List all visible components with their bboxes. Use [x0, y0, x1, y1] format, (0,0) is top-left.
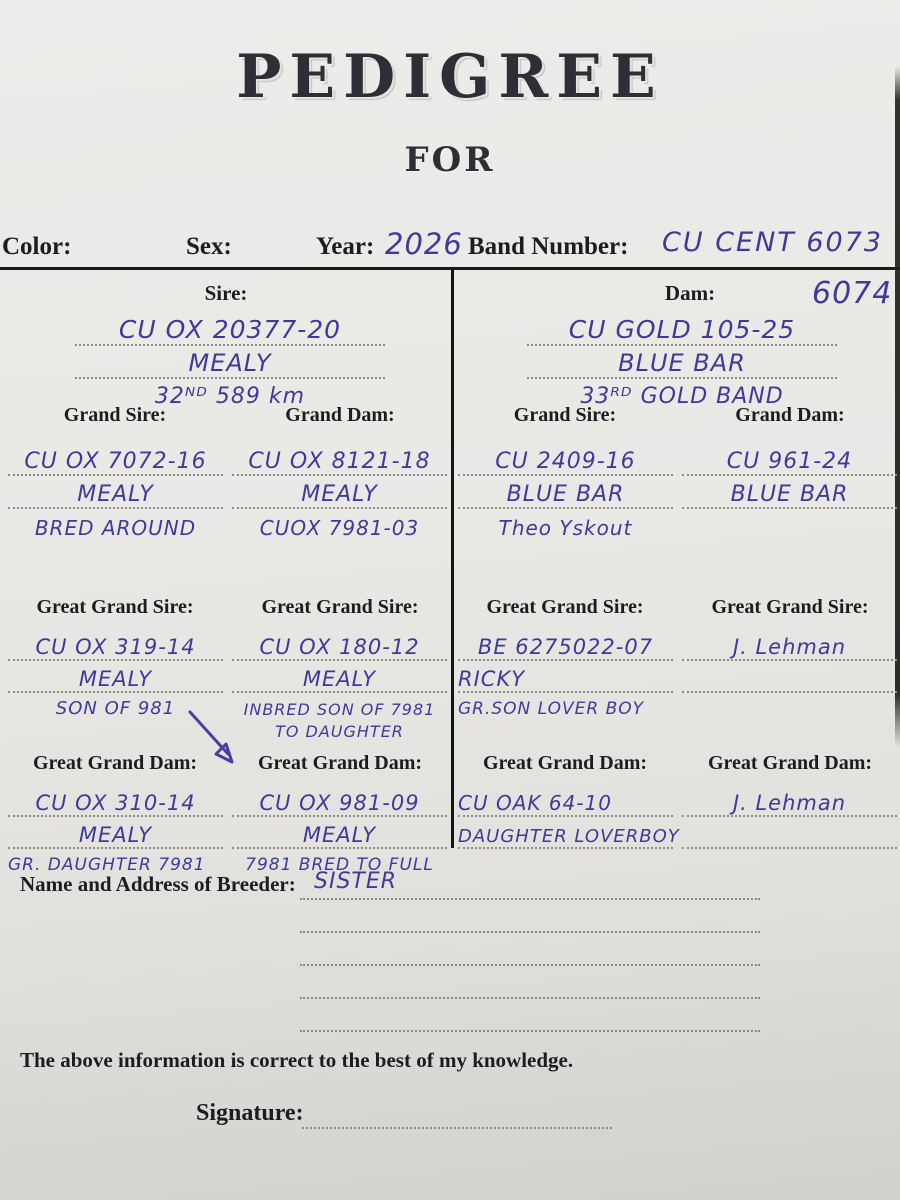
grand-entry-2: CU OX 8121-18 MEALY CUOX 7981-03 — [232, 440, 447, 540]
breeder-line-2 — [300, 907, 760, 933]
breeder-line-1 — [300, 874, 760, 900]
entry-line: MEALY — [232, 476, 447, 509]
great-grand-sire-entry-4: J. Lehman — [682, 626, 897, 741]
grand-dam-heading-2: Grand Dam: — [735, 404, 845, 426]
great-grand-sire-entry-2: CU OX 180-12 MEALY INBRED SON OF 7981 TO… — [232, 626, 447, 741]
sex-label: Sex: — [186, 233, 232, 260]
entry-line: CUOX 7981-03 — [259, 516, 420, 540]
breeder-label: Name and Address of Breeder: — [20, 872, 296, 896]
grand-entry-4: CU 961-24 BLUE BAR — [682, 440, 897, 540]
entry-line — [682, 661, 897, 693]
page-title: PEDIGREE — [236, 42, 664, 112]
breeder-line-5 — [300, 1006, 760, 1032]
entry-line: GR.SON LOVER BOY — [458, 699, 645, 719]
entry-line: BLUE BAR — [458, 476, 673, 509]
entry-line: CU OAK 64-10 — [458, 782, 673, 817]
entry-line — [458, 849, 673, 875]
entry-line: CU OX 310-14 — [8, 782, 223, 817]
entry-line: RICKY — [458, 661, 673, 693]
great-grand-dam-entry-4: J. Lehman — [682, 782, 897, 875]
entry-line: BRED AROUND — [34, 516, 197, 540]
entry-line: Theo Yskout — [498, 516, 633, 540]
dam-entry: CU GOLD 105-25 BLUE BAR 33ᴿᴰ GOLD BAND — [527, 308, 837, 409]
great-grand-sire-heading-4: Great Grand Sire: — [711, 596, 869, 618]
signature-line — [302, 1100, 612, 1129]
entry-line: MEALY — [8, 476, 223, 509]
sire-heading: Sire: — [204, 281, 248, 305]
entry-line: GR. DAUGHTER 7981 — [8, 855, 206, 875]
entry-line: CU OX 180-12 — [232, 626, 447, 661]
entry-line: SON OF 981 — [55, 698, 176, 719]
sire-line-2: MEALY — [75, 346, 385, 379]
entry-line — [682, 509, 897, 540]
great-grand-dam-entry-2: CU OX 981-09 MEALY 7981 BRED TO FULL — [232, 782, 447, 875]
sire-line-3: 32ᴺᴰ 589 km — [154, 384, 306, 409]
horizontal-divider — [0, 267, 900, 270]
vertical-divider — [451, 267, 454, 848]
entry-line: CU OX 319-14 — [8, 626, 223, 661]
statement-text: The above information is correct to the … — [20, 1048, 574, 1072]
entry-line: BLUE BAR — [682, 476, 897, 509]
entry-line: MEALY — [8, 661, 223, 693]
great-grand-sire-heading-1: Great Grand Sire: — [36, 596, 194, 618]
entry-line: CU OX 981-09 — [232, 782, 447, 817]
entry-line: DAUGHTER LOVERBOY — [458, 817, 679, 849]
great-grand-dam-entry-3: CU OAK 64-10 DAUGHTER LOVERBOY — [458, 782, 679, 875]
entry-line: CU OX 8121-18 — [232, 440, 447, 476]
great-grand-sire-entry-1: CU OX 319-14 MEALY SON OF 981 — [8, 626, 223, 741]
entry-line: BE 6275022-07 — [458, 626, 673, 661]
band-number-value-handwritten: CU CENT 6073 — [662, 227, 884, 258]
band-number-label: Band Number: — [468, 233, 629, 260]
dam-line-3: 33ᴿᴰ GOLD BAND — [580, 384, 784, 409]
great-grand-dam-heading-3: Great Grand Dam: — [482, 752, 648, 774]
entry-line: MEALY — [232, 661, 447, 693]
band-number-extra-handwritten: 6074 — [812, 276, 893, 311]
signature-label: Signature: — [196, 1100, 304, 1126]
grand-dam-heading-1: Grand Dam: — [285, 404, 395, 426]
year-value-handwritten: 2026 — [385, 227, 463, 261]
entry-line — [458, 719, 673, 741]
dam-line-1: CU GOLD 105-25 — [527, 308, 837, 346]
dam-line-2: BLUE BAR — [527, 346, 837, 379]
dam-heading: Dam: — [664, 281, 716, 305]
entry-line: CU 961-24 — [682, 440, 897, 476]
entry-line: CU 2409-16 — [458, 440, 673, 476]
paper-edge-shadow — [895, 66, 900, 748]
breeder-line-3 — [300, 940, 760, 966]
great-grand-sire-heading-3: Great Grand Sire: — [486, 596, 644, 618]
great-grand-dam-heading-2: Great Grand Dam: — [257, 752, 423, 774]
grand-entry-1: CU OX 7072-16 MEALY BRED AROUND — [8, 440, 223, 540]
entry-line: 7981 BRED TO FULL — [245, 855, 434, 875]
great-grand-dam-heading-1: Great Grand Dam: — [32, 752, 198, 774]
grand-sire-heading-1: Grand Sire: — [63, 404, 167, 426]
breeder-line-4 — [300, 973, 760, 999]
entry-line: J. Lehman — [682, 626, 897, 661]
entry-line: MEALY — [8, 817, 223, 849]
sire-line-1: CU OX 20377-20 — [75, 308, 385, 346]
entry-line — [682, 693, 897, 719]
grand-sire-heading-2: Grand Sire: — [513, 404, 617, 426]
sire-entry: CU OX 20377-20 MEALY 32ᴺᴰ 589 km — [75, 308, 385, 409]
entry-line: J. Lehman — [682, 782, 897, 817]
entry-line — [682, 719, 897, 741]
handwritten-arrow — [188, 710, 234, 764]
breeder-handwritten-text: SISTER — [314, 869, 398, 894]
great-grand-sire-heading-2: Great Grand Sire: — [261, 596, 419, 618]
entry-line: MEALY — [232, 817, 447, 849]
great-grand-dam-heading-4: Great Grand Dam: — [707, 752, 873, 774]
page-subtitle: FOR — [404, 140, 496, 180]
entry-line — [682, 849, 897, 875]
year-label: Year: — [316, 233, 375, 260]
color-label: Color: — [2, 233, 72, 260]
entry-line: CU OX 7072-16 — [8, 440, 223, 476]
great-grand-dam-entry-1: CU OX 310-14 MEALY GR. DAUGHTER 7981 — [8, 782, 223, 875]
entry-line — [682, 817, 897, 849]
grand-entry-3: CU 2409-16 BLUE BAR Theo Yskout — [458, 440, 673, 540]
entry-line: INBRED SON OF 7981 — [243, 700, 436, 719]
great-grand-sire-entry-3: BE 6275022-07 RICKY GR.SON LOVER BOY — [458, 626, 673, 741]
entry-line: TO DAUGHTER — [275, 722, 404, 741]
